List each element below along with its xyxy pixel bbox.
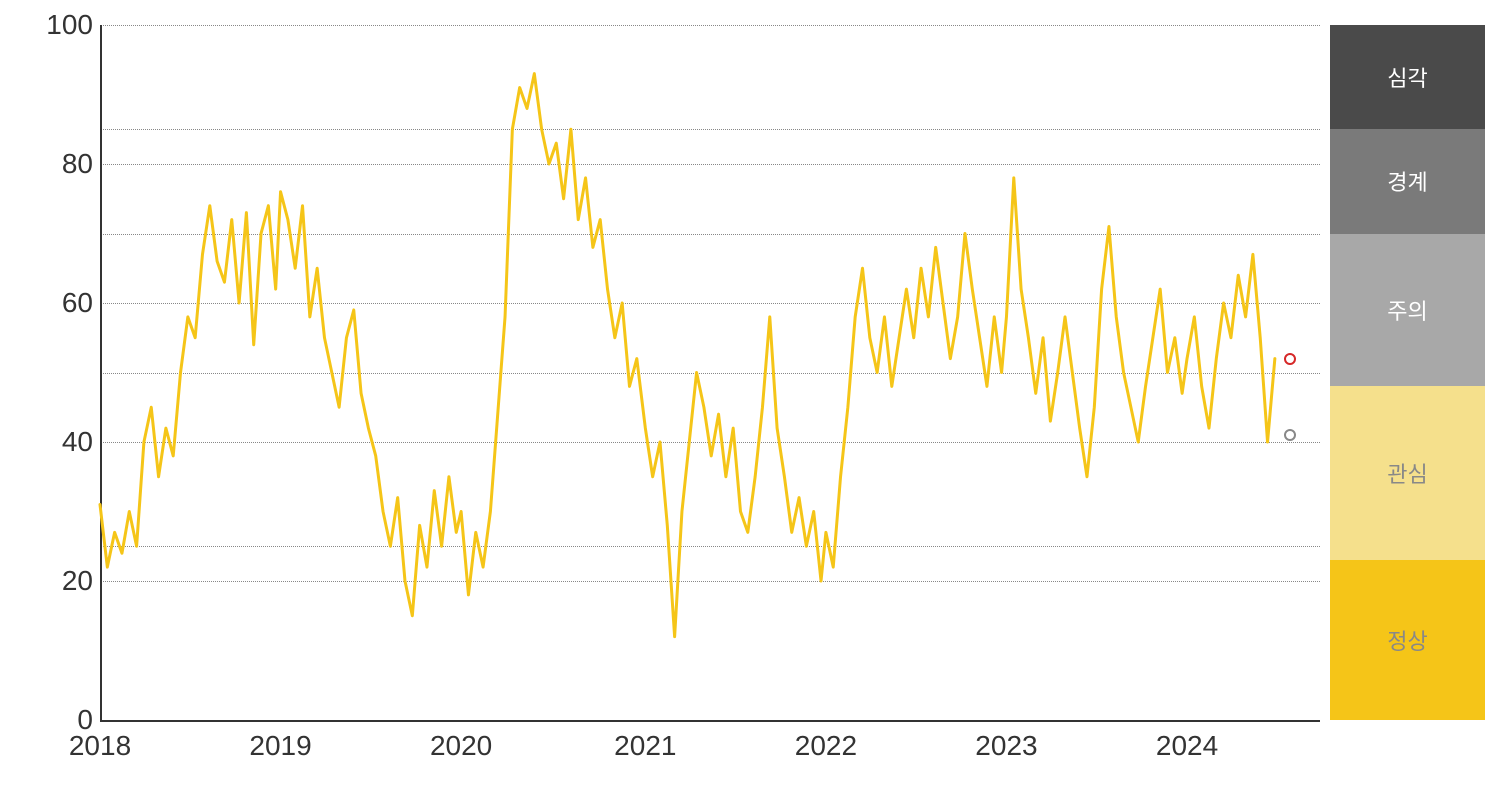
y-tick-label: 100 <box>46 9 93 41</box>
x-tick-label: 2022 <box>795 730 857 762</box>
legend-segment: 정상 <box>1330 560 1485 720</box>
y-tick-label: 40 <box>62 426 93 458</box>
x-tick-label: 2019 <box>249 730 311 762</box>
legend-segment: 심각 <box>1330 25 1485 129</box>
x-axis-line <box>100 720 1320 722</box>
legend-segment: 경계 <box>1330 129 1485 233</box>
legend-bar: 심각경계주의관심정상 <box>1330 25 1485 720</box>
x-tick-label: 2023 <box>975 730 1037 762</box>
x-tick-label: 2018 <box>69 730 131 762</box>
chart-container: 020406080100 201820192020202120222023202… <box>0 0 1493 794</box>
x-tick-label: 2024 <box>1156 730 1218 762</box>
line-chart-svg <box>100 25 1320 720</box>
x-tick-label: 2021 <box>614 730 676 762</box>
y-tick-label: 80 <box>62 148 93 180</box>
y-tick-label: 60 <box>62 287 93 319</box>
y-tick-label: 20 <box>62 565 93 597</box>
legend-segment: 관심 <box>1330 386 1485 560</box>
marker-red <box>1284 353 1296 365</box>
marker-gray <box>1284 429 1296 441</box>
legend-segment: 주의 <box>1330 234 1485 387</box>
series-line <box>100 74 1275 637</box>
x-tick-label: 2020 <box>430 730 492 762</box>
